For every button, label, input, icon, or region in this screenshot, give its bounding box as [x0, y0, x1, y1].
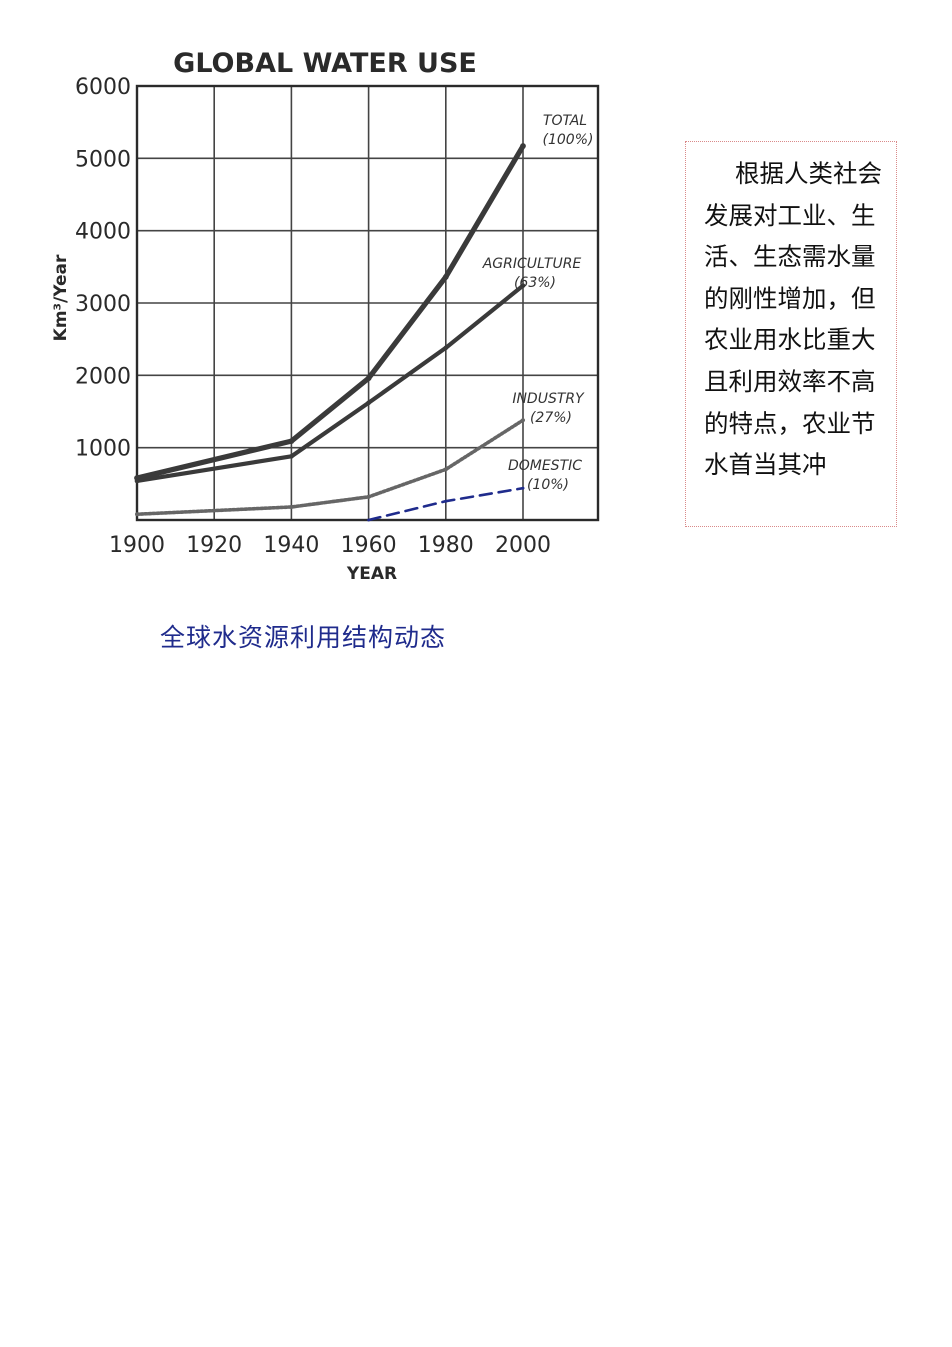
x-tick-label-2000: 2000: [495, 533, 551, 558]
data-point-total-2000: [520, 143, 526, 149]
data-point-total-1960: [365, 375, 372, 382]
data-point-agriculture-1900: [134, 478, 140, 484]
chart-title: GLOBAL WATER USE: [173, 48, 477, 79]
series-share-agriculture: (63%): [514, 275, 556, 291]
x-axis-label: YEAR: [346, 564, 397, 584]
x-tick-label-1960: 1960: [341, 533, 397, 558]
series-share-industry: (27%): [530, 410, 572, 426]
data-point-agriculture-1980: [443, 345, 449, 351]
side-note-text: 根据人类社会发展对工业、生活、生态需水量的刚性增加，但农业用水比重大且利用效率不…: [704, 159, 882, 480]
data-point-industry-1980: [443, 467, 448, 472]
data-point-domestic-2000: [521, 486, 525, 490]
data-point-industry-2000: [521, 418, 525, 423]
x-tick-label-1940: 1940: [263, 533, 319, 558]
chart-axes: 1900 1920 1940 1960 1980 2000 6000 5000 4000 3000…: [75, 75, 600, 558]
chart-caption: 全球水资源利用结构动态: [160, 623, 447, 652]
series-share-domestic: (10%): [527, 477, 569, 493]
y-tick-label-1000: 1000: [75, 437, 131, 462]
data-point-industry-1940: [289, 505, 294, 509]
data-point-industry-1900: [135, 512, 139, 517]
series-label-agriculture: AGRICULTURE: [482, 256, 582, 272]
y-tick-label-5000: 5000: [75, 147, 131, 172]
data-point-domestic-1980: [444, 499, 448, 503]
chart-series: TOTAL (100%) AGRICULTURE (63%) INDUSTRY (27%)…: [134, 113, 594, 522]
x-tick-label-1900: 1900: [109, 533, 165, 558]
data-point-industry-1960: [366, 494, 371, 499]
data-point-total-1980: [442, 274, 449, 280]
global-water-use-chart: GLOBAL WATER USE 1900 1920 1940 1960 1980 200…: [51, 48, 600, 584]
y-tick-label-4000: 4000: [75, 220, 131, 245]
y-axis-label: Km³/Year: [51, 254, 71, 341]
data-point-domestic-1960: [367, 518, 371, 522]
data-point-total-1940: [288, 438, 295, 445]
y-tick-label-2000: 2000: [75, 364, 131, 389]
series-line-industry: [135, 418, 525, 517]
data-point-agriculture-1960: [366, 400, 371, 406]
series-label-total: TOTAL: [543, 113, 587, 129]
series-share-total: (100%): [543, 132, 594, 148]
series-line-agriculture: [134, 283, 526, 484]
x-tick-label-1980: 1980: [418, 533, 474, 558]
series-label-industry: INDUSTRY: [512, 391, 585, 407]
y-tick-label-3000: 3000: [75, 292, 131, 317]
chart-grid: [136, 85, 598, 520]
data-point-agriculture-1940: [289, 454, 294, 459]
x-tick-label-1920: 1920: [186, 533, 242, 558]
data-point-agriculture-2000: [520, 283, 526, 288]
y-tick-label-6000: 6000: [75, 75, 131, 100]
series-label-domestic: DOMESTIC: [508, 458, 582, 474]
side-note-box: 根据人类社会发展对工业、生活、生态需水量的刚性增加，但农业用水比重大且利用效率不…: [685, 141, 897, 527]
